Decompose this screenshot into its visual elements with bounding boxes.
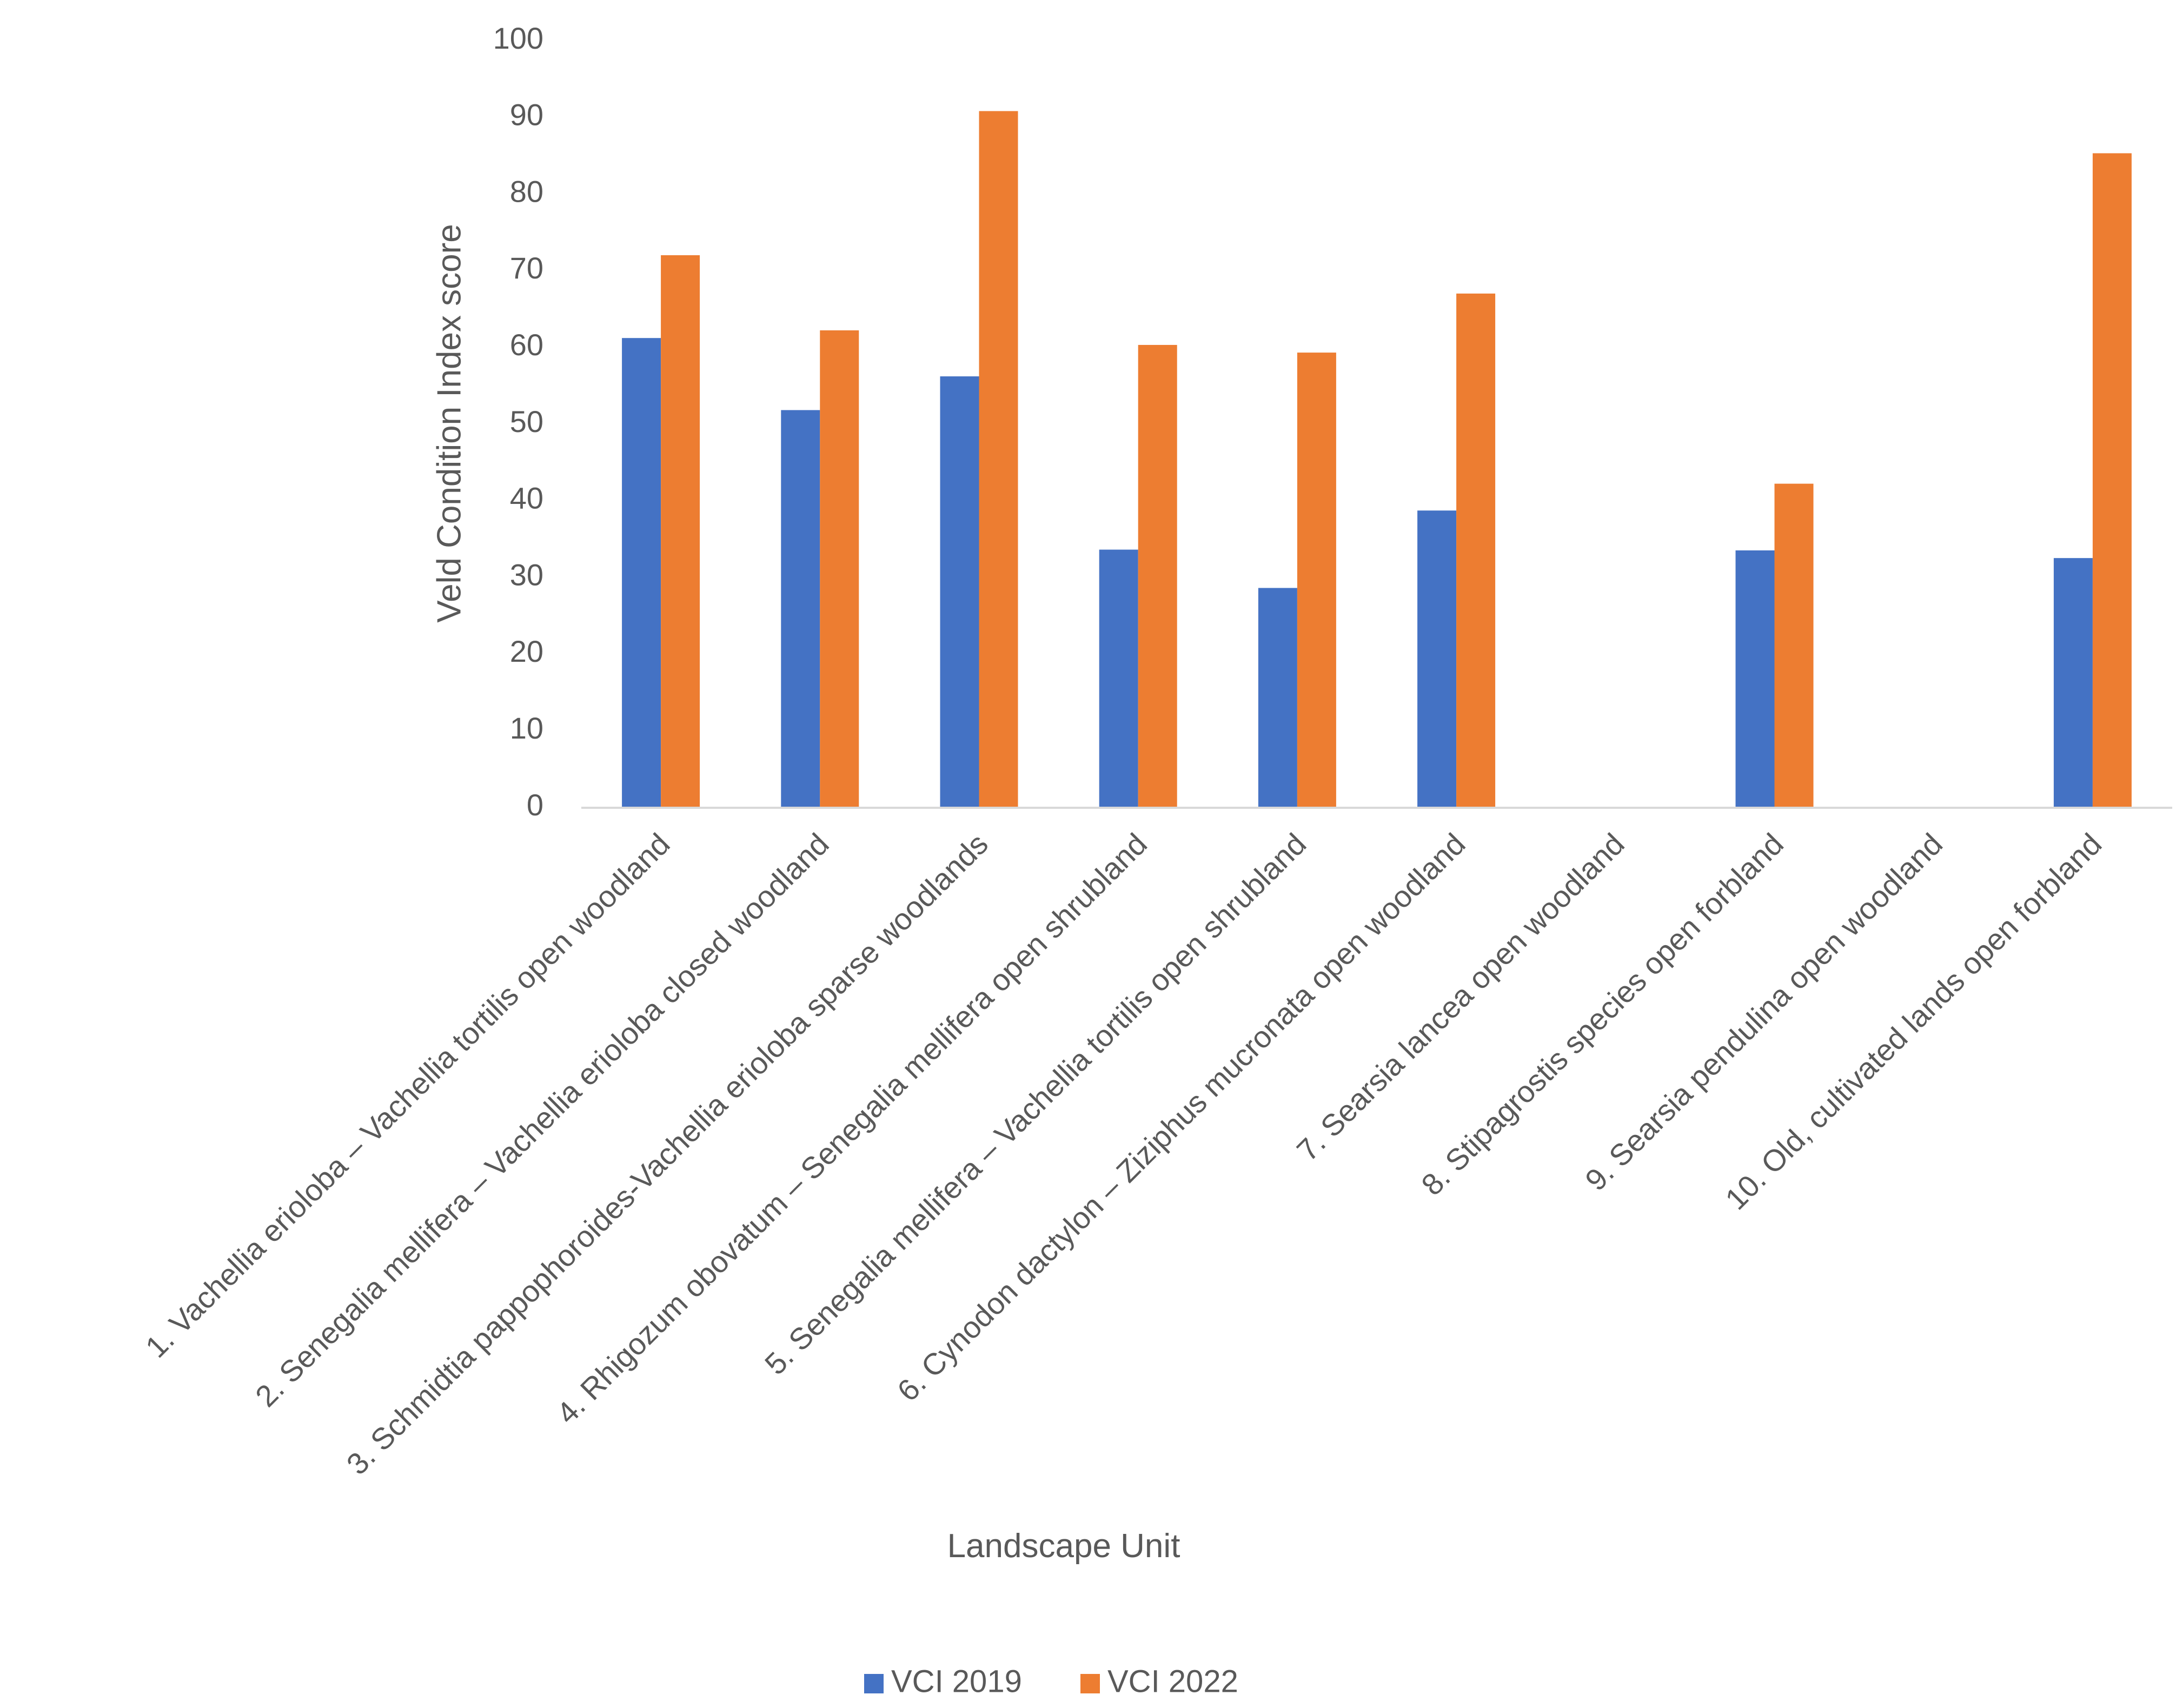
bar-vci-2022-3 [979, 111, 1018, 807]
bar-vci-2022-6 [1456, 293, 1496, 807]
x-axis-title: Landscape Unit [947, 1527, 1180, 1565]
bar-vci-2019-2 [781, 410, 820, 807]
y-tick-label: 60 [510, 328, 543, 362]
category-label: 4. Rhigozum obovatum – Senegalia mellife… [550, 827, 1154, 1431]
bar-vci-2022-2 [820, 330, 859, 807]
y-tick-label: 100 [493, 21, 543, 55]
legend-swatch-vci-2019 [864, 1674, 884, 1693]
y-axis-title: Veld Condition Index score [430, 224, 468, 623]
y-tick-label: 30 [510, 557, 543, 592]
y-tick-label: 10 [510, 711, 543, 745]
bar-vci-2022-1 [661, 255, 700, 807]
bar-vci-2019-8 [1735, 550, 1775, 807]
y-tick-label: 70 [510, 251, 543, 285]
category-label: 5. Senegalia mellifera – Vachellia torti… [758, 827, 1313, 1381]
bar-vci-2019-10 [2053, 558, 2093, 807]
y-tick-label: 50 [510, 404, 543, 438]
category-label: 2. Senegalia mellifera – Vachellia eriol… [249, 827, 835, 1413]
y-tick-label: 40 [510, 481, 543, 515]
legend-swatch-vci-2022 [1080, 1674, 1100, 1693]
bar-vci-2019-3 [940, 376, 979, 807]
bar-vci-2022-5 [1297, 353, 1336, 807]
bar-vci-2022-8 [1774, 483, 1814, 807]
bar-vci-2019-5 [1258, 588, 1297, 807]
y-tick-label: 90 [510, 98, 543, 132]
legend-label: VCI 2022 [1107, 1664, 1238, 1699]
bar-vci-2022-4 [1138, 344, 1177, 807]
y-tick-label: 0 [527, 788, 543, 822]
category-label: 9. Searsia pendulina open woodland [1578, 827, 1949, 1197]
bar-vci-2019-4 [1099, 549, 1138, 807]
category-label: 1. Vachellia erioloba – Vachellia tortil… [139, 827, 676, 1364]
category-label: 8. Stipagrostis species open forbland [1415, 827, 1790, 1202]
bar-vci-2022-10 [2092, 153, 2132, 807]
y-tick-label: 20 [510, 634, 543, 668]
legend: VCI 2019 VCI 2022 [864, 1664, 1238, 1699]
category-label: 7. Searsia lancea open woodland [1290, 827, 1631, 1167]
bar-vci-2019-1 [622, 338, 661, 807]
bar-vci-2019-6 [1417, 510, 1457, 807]
legend-label: VCI 2019 [891, 1664, 1022, 1699]
category-label: 6. Cynodon dactylon – Ziziphus mucronata… [891, 827, 1472, 1408]
y-tick-label: 80 [510, 174, 543, 208]
